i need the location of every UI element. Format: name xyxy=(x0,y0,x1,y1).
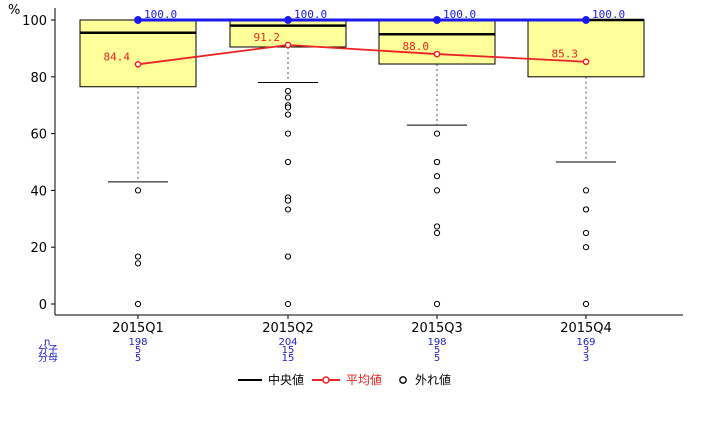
outlier-point xyxy=(284,87,292,95)
series-point xyxy=(582,58,590,66)
stats-cell: 198 xyxy=(128,337,147,348)
outlier-point xyxy=(582,206,590,213)
series-point xyxy=(284,41,292,49)
outlier-point xyxy=(134,300,142,308)
legend-outlier-marker xyxy=(399,376,407,384)
data-label: 100.0 xyxy=(144,8,177,21)
max-series: 100.0 100.0 100.0 100.0 xyxy=(134,8,625,24)
data-label: 100.0 xyxy=(294,8,327,21)
series-point xyxy=(433,50,441,58)
outlier-point xyxy=(582,300,590,308)
outlier-point xyxy=(134,260,142,267)
outlier-point xyxy=(134,187,142,194)
stats-cell: 198 xyxy=(427,337,446,348)
box-2015Q4 xyxy=(527,18,645,308)
data-label: 91.2 xyxy=(254,31,281,44)
axes: 0 20 40 60 80 100 2015Q1 2015Q2 2015Q3 2015Q4 xyxy=(22,8,683,336)
data-label: 100.0 xyxy=(443,8,476,21)
x-tick-label: 2015Q3 xyxy=(411,321,463,336)
data-label: 85.3 xyxy=(552,48,579,61)
outlier-point xyxy=(284,158,292,166)
series-lines: 84.4 91.2 88.0 85.3 100.0 100.0 100.0 100.0 xyxy=(104,8,625,68)
outlier-point xyxy=(582,229,590,237)
outlier-point xyxy=(582,187,590,194)
data-label: 88.0 xyxy=(403,40,430,53)
box-2015Q2 xyxy=(229,19,347,308)
y-tick-label: 20 xyxy=(30,241,47,256)
stats-cell: 3 xyxy=(583,353,589,364)
outlier-point xyxy=(284,94,292,101)
outlier-point xyxy=(284,104,292,111)
stats-cell: 5 xyxy=(135,353,141,364)
series-point xyxy=(433,16,441,24)
stats-row-label: 分母 xyxy=(38,352,58,364)
outlier-point xyxy=(582,244,590,251)
stats-cell: 204 xyxy=(278,337,297,348)
box-2015Q3 xyxy=(378,19,496,308)
outlier-point xyxy=(284,253,292,260)
legend-mean-marker xyxy=(322,376,330,384)
outlier-point xyxy=(433,158,441,166)
outlier-point xyxy=(433,173,441,180)
y-tick-label: 0 xyxy=(39,298,47,313)
outlier-point xyxy=(433,130,441,137)
stats-cell: 5 xyxy=(135,345,141,356)
box-rect xyxy=(527,19,645,78)
legend-mean-label: 平均値 xyxy=(346,372,382,387)
series-point xyxy=(284,16,292,24)
stats-cell: 169 xyxy=(576,337,595,348)
box-rect xyxy=(79,19,197,88)
mean-series: 84.4 91.2 88.0 85.3 xyxy=(104,31,590,68)
legend-outlier-label: 外れ値 xyxy=(415,372,451,387)
series-line xyxy=(137,44,587,66)
stats-row-label: n xyxy=(44,337,50,348)
y-unit-label: % xyxy=(8,3,20,18)
y-tick-label: 100 xyxy=(22,14,47,29)
outlier-point xyxy=(284,197,292,204)
data-label: 100.0 xyxy=(592,8,625,21)
outlier-point xyxy=(284,300,292,308)
stats-row-label: 分子 xyxy=(38,344,58,356)
legend-median-label: 中央値 xyxy=(268,372,304,387)
x-tick-label: 2015Q2 xyxy=(262,321,314,336)
stats-cell: 15 xyxy=(282,345,295,356)
box-2015Q1 xyxy=(79,19,197,308)
series-point xyxy=(134,16,142,24)
outlier-point xyxy=(433,187,441,194)
x-tick-label: 2015Q1 xyxy=(112,321,164,336)
boxes xyxy=(79,18,645,308)
outlier-point xyxy=(433,300,441,308)
y-tick-label: 40 xyxy=(30,184,47,199)
stats-cell: 5 xyxy=(434,353,440,364)
y-tick-label: 60 xyxy=(30,128,47,143)
outlier-point xyxy=(284,130,292,137)
outlier-point xyxy=(284,206,292,213)
series-point xyxy=(134,60,142,68)
stats-cell: 5 xyxy=(434,345,440,356)
data-label: 84.4 xyxy=(104,50,131,63)
outlier-point xyxy=(284,111,292,118)
series-point xyxy=(582,16,590,24)
y-tick-label: 80 xyxy=(30,71,47,86)
outlier-point xyxy=(134,253,142,260)
stats-cell: 3 xyxy=(583,345,589,356)
outlier-point xyxy=(433,229,441,237)
legend: 中央値 平均値 外れ値 xyxy=(238,372,451,387)
x-tick-label: 2015Q4 xyxy=(560,321,612,336)
outlier-point xyxy=(433,223,441,230)
stats-cell: 15 xyxy=(282,353,295,364)
